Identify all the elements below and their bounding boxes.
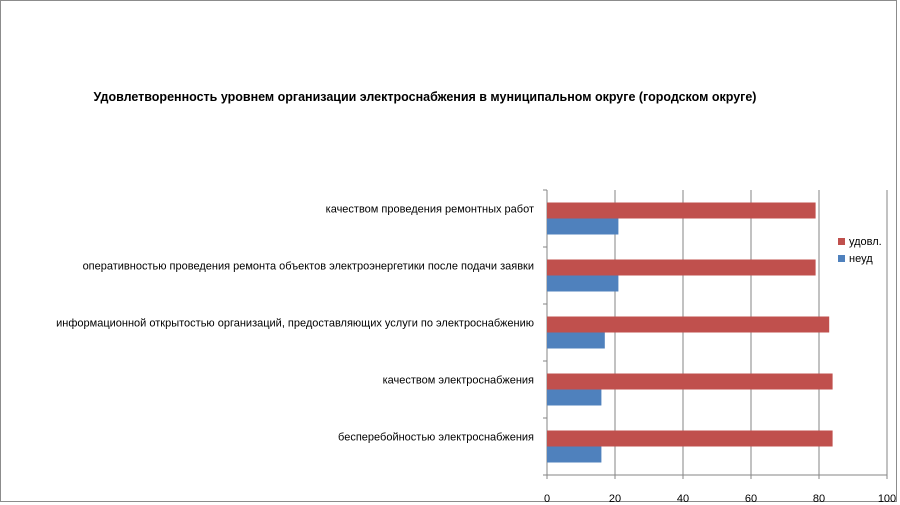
bar-udovl xyxy=(547,430,833,447)
bar-udovl xyxy=(547,259,816,276)
category-label: качеством электроснабжения xyxy=(383,375,534,387)
category-label: оперативностью проведения ремонта объект… xyxy=(83,261,534,273)
bar-udovl xyxy=(547,316,830,333)
x-tick-label: 0 xyxy=(544,493,550,505)
bar-neud xyxy=(547,389,602,406)
bar-neud xyxy=(547,275,619,292)
x-tick-label: 20 xyxy=(609,493,621,505)
x-tick-label: 60 xyxy=(745,493,757,505)
category-label: информационной открытостью организаций, … xyxy=(56,318,534,330)
category-label: качеством проведения ремонтных работ xyxy=(326,204,534,216)
x-tick-label: 80 xyxy=(813,493,825,505)
bar-udovl xyxy=(547,373,833,390)
x-tick-label: 40 xyxy=(677,493,689,505)
chart-title: Удовлетворенность уровнем организации эл… xyxy=(93,90,757,104)
category-label: бесперебойностью электроснабжения xyxy=(338,432,534,444)
legend-swatch xyxy=(838,255,845,262)
bar-neud xyxy=(547,218,619,235)
legend-label: неуд xyxy=(849,253,873,265)
bar-udovl xyxy=(547,202,816,219)
bar-neud xyxy=(547,446,602,463)
x-tick-label: 100 xyxy=(878,493,896,505)
legend-swatch xyxy=(838,238,845,245)
legend-label: удовл. xyxy=(849,236,882,248)
bar-neud xyxy=(547,332,605,349)
